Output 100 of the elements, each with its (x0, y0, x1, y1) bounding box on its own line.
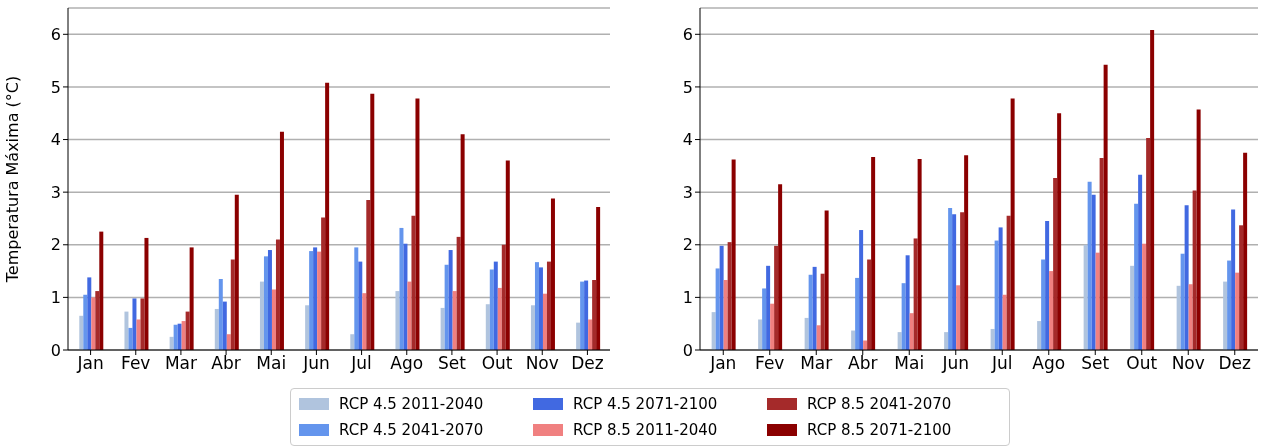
bar (279, 131, 284, 350)
bar (1053, 177, 1058, 350)
bar (136, 319, 141, 350)
x-tick-label: Nov (1171, 353, 1205, 374)
bar (505, 160, 510, 350)
bar (1188, 284, 1193, 350)
bar (576, 322, 581, 350)
y-tick-label: 1 (682, 288, 693, 308)
bar (1223, 281, 1228, 350)
bar (132, 298, 137, 350)
bar (1010, 98, 1015, 350)
y-tick-label: 5 (682, 77, 693, 97)
bar (1235, 272, 1240, 350)
bar (275, 239, 280, 350)
bar (990, 328, 995, 350)
x-tick-label: Jul (350, 353, 372, 374)
bar (440, 307, 445, 350)
bar (460, 134, 465, 350)
y-tick-label: 4 (682, 130, 693, 150)
y-tick-label: 4 (50, 130, 61, 150)
bar (758, 319, 763, 350)
y-tick-label: 5 (50, 77, 61, 97)
y-axis-title: Temperatura Máxima (°C) (2, 75, 22, 284)
bar (358, 261, 363, 350)
bar (185, 311, 190, 350)
bar (128, 327, 133, 350)
bar (530, 305, 535, 350)
bar (259, 281, 264, 350)
bar (354, 247, 359, 350)
bar (952, 214, 957, 350)
bar (1049, 271, 1054, 350)
bar (580, 281, 585, 350)
x-tick-label: Fev (755, 353, 785, 374)
bar (1146, 137, 1151, 350)
bar (762, 288, 767, 350)
x-tick-label: Dez (1218, 353, 1252, 374)
bar (87, 277, 92, 350)
bar (1243, 152, 1248, 350)
x-tick-label: Jun (302, 353, 330, 374)
x-tick-label: Nov (525, 353, 559, 374)
bar (723, 280, 728, 350)
bar (778, 184, 783, 350)
bar (770, 303, 775, 350)
bar (1192, 190, 1197, 350)
legend-label: RCP 4.5 2041-2070 (339, 421, 484, 439)
bar (325, 82, 330, 350)
y-tick-label: 1 (50, 288, 61, 308)
bar (99, 231, 104, 350)
bar (1176, 285, 1181, 350)
bar (1095, 252, 1100, 350)
bar (263, 256, 268, 350)
bar (1006, 215, 1011, 350)
bar (501, 244, 506, 350)
y-tick-label: 6 (50, 24, 61, 44)
bar (497, 287, 502, 350)
bar (909, 313, 914, 350)
bar (144, 237, 149, 350)
legend-label: RCP 8.5 2041-2070 (807, 395, 952, 413)
bar (350, 334, 355, 350)
legend-label: RCP 8.5 2011-2040 (573, 421, 718, 439)
x-tick-label: Jan (76, 353, 104, 374)
x-tick-label: Out (1126, 353, 1158, 374)
bar (485, 304, 490, 350)
bar (173, 324, 178, 350)
bar (79, 315, 84, 350)
bar (218, 278, 223, 350)
bar (855, 277, 860, 350)
bar (407, 281, 412, 350)
bar (917, 159, 922, 350)
bar (1037, 321, 1042, 350)
bar (1130, 265, 1135, 350)
bar (226, 334, 231, 350)
bar (1041, 259, 1046, 350)
y-tick-label: 0 (50, 340, 61, 360)
bar (321, 217, 326, 350)
bar (83, 294, 88, 350)
bar (489, 269, 494, 350)
bar (711, 312, 716, 350)
bar (859, 230, 864, 350)
bar (824, 210, 829, 350)
bar (456, 236, 461, 350)
y-tick-label: 6 (682, 24, 693, 44)
bar (1002, 294, 1007, 350)
bar (897, 332, 902, 350)
bar (1231, 209, 1236, 350)
bar (592, 280, 597, 350)
x-tick-label: Fev (121, 353, 151, 374)
bar (851, 330, 856, 350)
bar (362, 293, 367, 350)
x-tick-label: Set (437, 353, 467, 374)
bar (1057, 113, 1062, 350)
bar (399, 227, 404, 350)
x-tick-label: Abr (211, 353, 241, 374)
bar (493, 261, 498, 350)
bar (960, 212, 965, 350)
x-tick-label: Jan (709, 353, 737, 374)
bar (95, 291, 100, 350)
legend-label: RCP 4.5 2011-2040 (339, 395, 484, 413)
bar (596, 206, 601, 350)
x-tick-label: Mai (256, 353, 287, 374)
